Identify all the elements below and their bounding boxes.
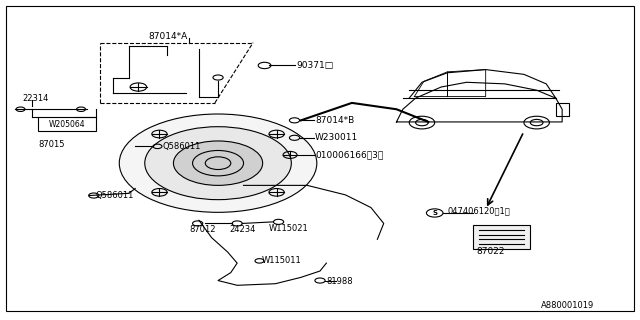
Circle shape — [145, 127, 291, 200]
Text: 047406120（1）: 047406120（1） — [447, 206, 510, 215]
Text: 81988: 81988 — [326, 277, 353, 286]
Circle shape — [119, 114, 317, 212]
Text: W115021: W115021 — [269, 224, 308, 233]
Text: W115011: W115011 — [261, 256, 301, 265]
Text: 24234: 24234 — [230, 225, 256, 234]
Text: 87015: 87015 — [38, 140, 65, 149]
Text: W205064: W205064 — [49, 120, 85, 129]
Text: W230011: W230011 — [315, 133, 358, 142]
Text: 87014*A: 87014*A — [148, 32, 187, 41]
Text: A880001019: A880001019 — [541, 301, 594, 310]
Text: 22314: 22314 — [22, 94, 49, 103]
Bar — [473, 225, 531, 249]
Circle shape — [173, 141, 262, 185]
Text: Q586011: Q586011 — [96, 191, 134, 200]
Text: 010006166（3）: 010006166（3） — [315, 150, 383, 159]
Text: 90371□: 90371□ — [296, 61, 333, 70]
Text: 87012: 87012 — [189, 225, 216, 234]
Text: Q586011: Q586011 — [163, 142, 201, 151]
Bar — [38, 117, 96, 132]
Bar — [556, 103, 568, 116]
Text: S: S — [432, 210, 437, 216]
Text: 87022: 87022 — [476, 247, 504, 257]
Text: 87014*B: 87014*B — [315, 116, 354, 125]
